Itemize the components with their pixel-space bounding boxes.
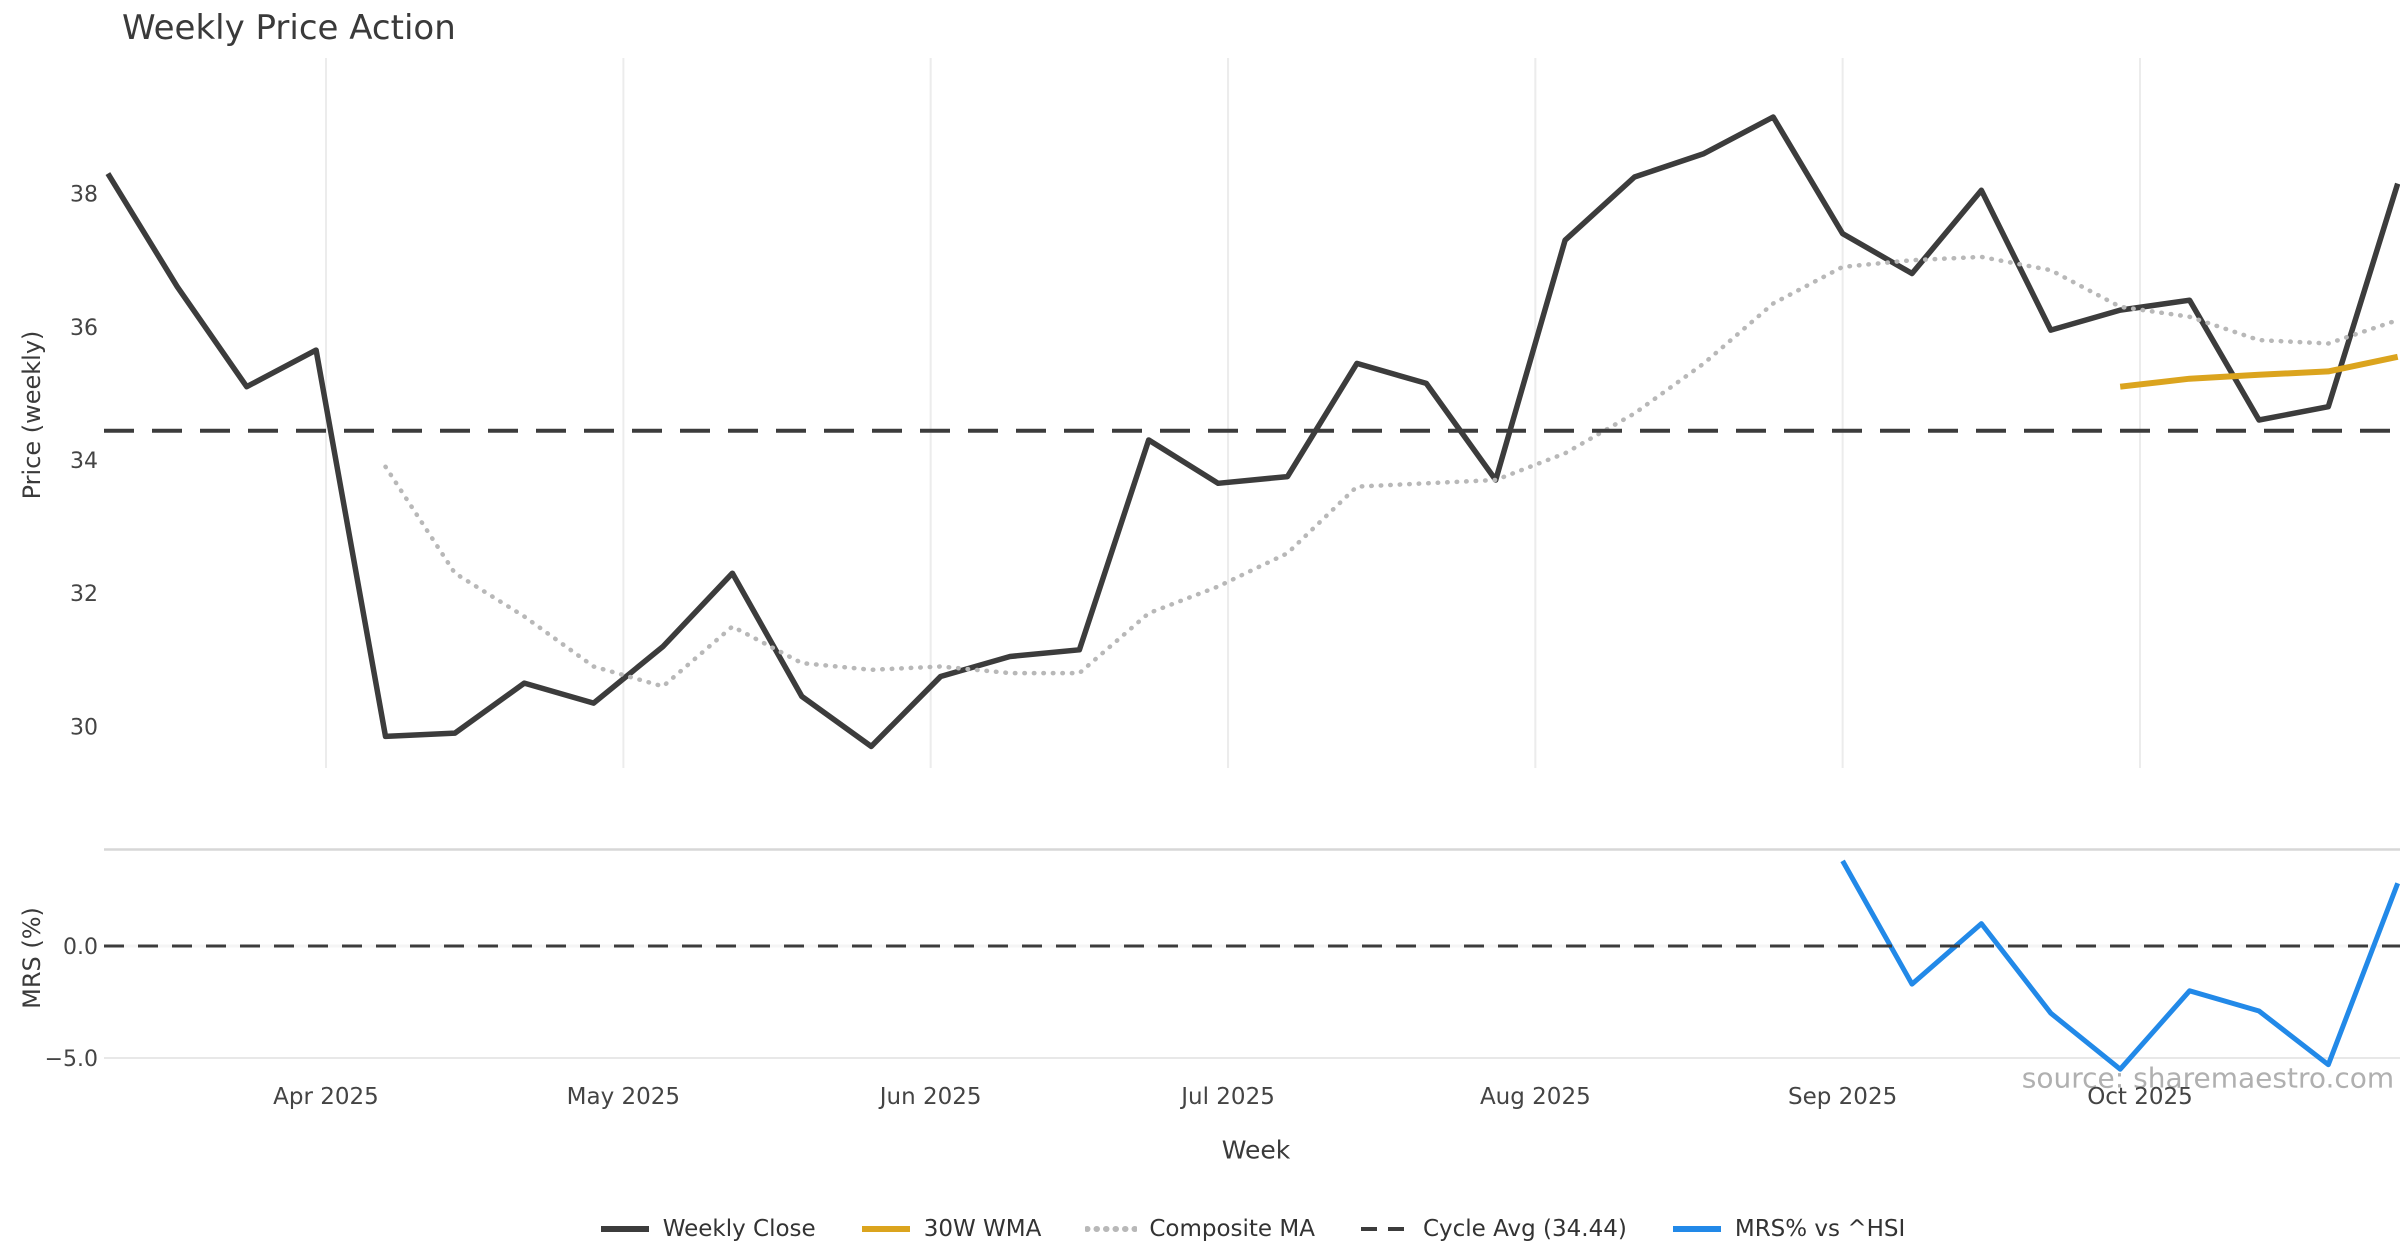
legend-item-close: Weekly Close bbox=[599, 1216, 816, 1242]
legend-label: Cycle Avg (34.44) bbox=[1422, 1216, 1627, 1242]
legend-label: MRS% vs ^HSI bbox=[1734, 1216, 1906, 1242]
watermark: source: sharemaestro.com bbox=[2021, 1061, 2395, 1095]
price-y-tick-label: 34 bbox=[70, 449, 98, 474]
legend-label: Weekly Close bbox=[662, 1216, 816, 1242]
legend-item-mrs: MRS% vs ^HSI bbox=[1671, 1216, 1905, 1242]
legend-label: Composite MA bbox=[1149, 1216, 1315, 1242]
series-mrs-vs-hsi bbox=[1840, 859, 2400, 1072]
mrs-legend-swatch bbox=[1672, 1226, 1721, 1232]
series-weekly-close bbox=[105, 114, 2400, 750]
x-tick-label: Oct 2025 bbox=[2087, 1084, 2193, 1110]
legend-item-cycle: Cycle Avg (34.44) bbox=[1359, 1216, 1627, 1242]
series-composite-ma bbox=[383, 254, 2400, 689]
x-tick-label: Apr 2025 bbox=[273, 1084, 379, 1110]
series-30w-wma bbox=[2119, 353, 2399, 390]
x-tick-label: May 2025 bbox=[567, 1084, 680, 1110]
composite-legend-swatch bbox=[1085, 1226, 1138, 1232]
mrs-y-tick-label: 0.0 bbox=[63, 935, 98, 960]
x-tick-label: Sep 2025 bbox=[1788, 1084, 1897, 1110]
legend-label: 30W WMA bbox=[923, 1216, 1042, 1242]
x-tick-label: Aug 2025 bbox=[1480, 1084, 1591, 1110]
legend: Weekly Close 30W WMA Composite MA Cycle Avg… bbox=[104, 1206, 2400, 1252]
price-y-tick-label: 32 bbox=[70, 582, 98, 607]
x-tick-label: Jun 2025 bbox=[878, 1084, 982, 1110]
x-tick-label: Jul 2025 bbox=[1179, 1084, 1275, 1110]
wma-legend-swatch bbox=[861, 1226, 910, 1232]
legend-item-wma: 30W WMA bbox=[860, 1216, 1042, 1242]
close-legend-swatch bbox=[600, 1226, 649, 1232]
price-y-tick-label: 30 bbox=[70, 715, 98, 740]
price-y-tick-label: 36 bbox=[70, 316, 98, 341]
mrs-y-tick-label: −5.0 bbox=[45, 1047, 98, 1072]
chart-title: Weekly Price Action bbox=[122, 8, 456, 48]
price-y-tick-label: 38 bbox=[70, 183, 98, 208]
cycle-legend-swatch bbox=[1360, 1227, 1409, 1231]
legend-item-composite: Composite MA bbox=[1085, 1216, 1315, 1242]
x-axis-label: Week bbox=[1221, 1135, 1291, 1165]
